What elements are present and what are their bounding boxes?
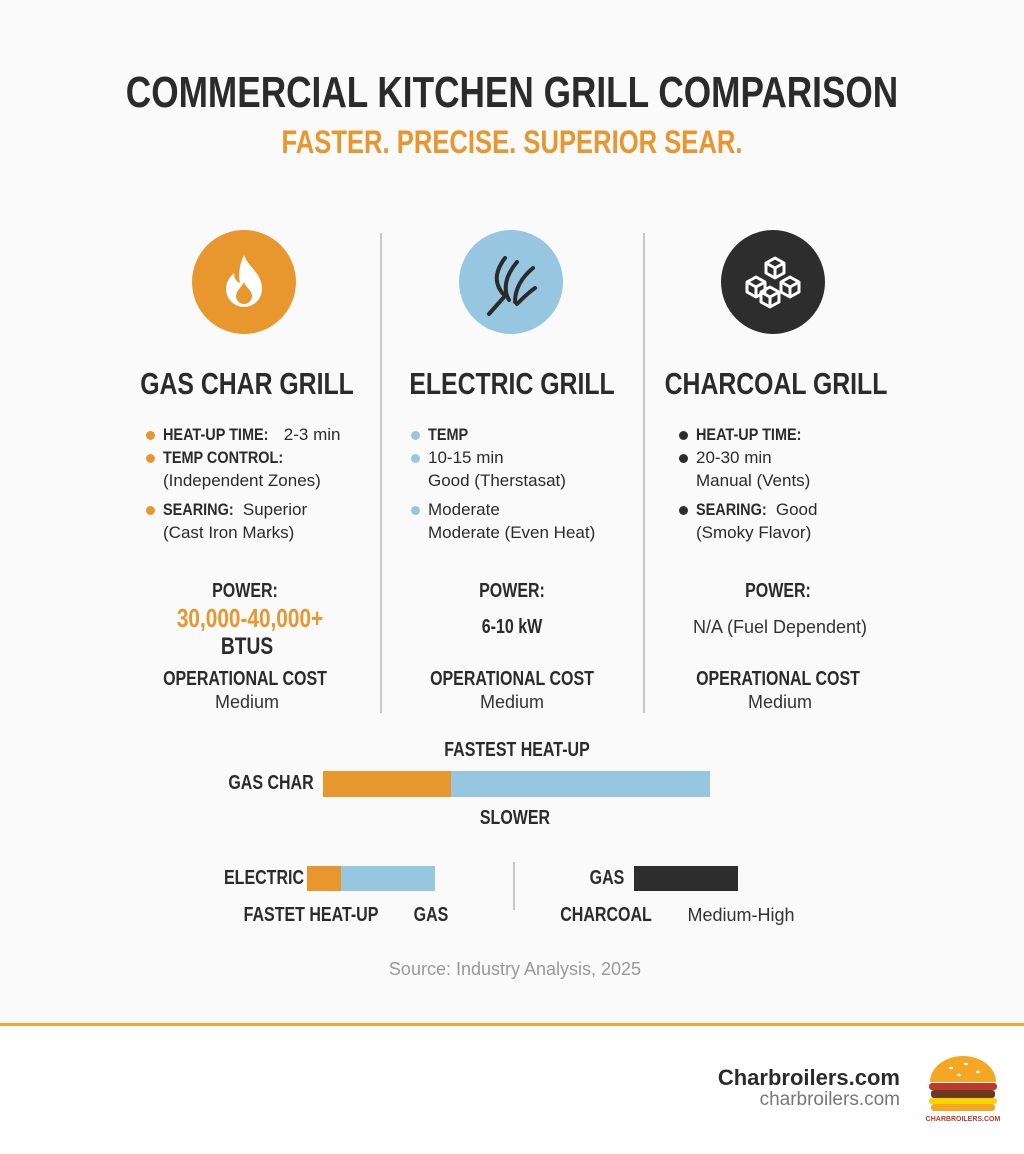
comparison-label: GAS CHAR [228, 772, 314, 794]
title: COMMERCIAL KITCHEN GRILL COMPARISON [125, 68, 899, 117]
charcoal-icon [721, 230, 825, 334]
bullet-note: Manual (Vents) [696, 471, 811, 490]
power-label: POWER: [745, 580, 811, 602]
cost-value: Medium [479, 692, 545, 712]
bullet: Moderate [411, 498, 595, 521]
bullet: TEMP CONTROL: [146, 446, 340, 469]
col-wrap: CHARCOAL GRILL [637, 366, 915, 402]
comparison-caption: Medium-High [687, 905, 795, 925]
bullet-text: 2-3 min [283, 425, 341, 444]
comparison-caption: FASTET HEAT-UP [243, 904, 379, 926]
bullet-label: HEAT-UP TIME: [163, 425, 269, 444]
logo-text: CHARBROILERS.COM [925, 1116, 1001, 1123]
wrap: FASTEST HEAT-UP [426, 739, 608, 762]
bullet-label: TEMP CONTROL: [163, 448, 284, 467]
wrap: CHARCOAL [549, 904, 663, 927]
power-value: 6-10 kW [481, 616, 543, 638]
comparison-label: FASTEST HEAT-UP [444, 739, 590, 761]
bullet: 20-30 min [679, 446, 817, 469]
wrap: 6-10 kW [474, 616, 550, 639]
bullet: TEMP [411, 423, 595, 446]
wrap: OPERATIONAL COST [410, 668, 615, 691]
bullet-text: Moderate [428, 500, 500, 519]
wrap: POWER: [471, 580, 553, 603]
bullet-text: 20-30 min [696, 448, 772, 467]
power-unit: BTUS [220, 633, 274, 660]
bullet-text: Good [775, 500, 818, 519]
comparison-label: SLOWER [479, 807, 551, 829]
bullet-label: SEARING: [163, 500, 234, 519]
bullet-label: TEMP [428, 425, 469, 444]
wrap: 30,000-40,000+ [159, 603, 342, 634]
col-wrap: GAS CHAR GRILL [114, 366, 381, 402]
power-value: 30,000-40,000+ [176, 603, 324, 633]
url: charbroilers.com [759, 1089, 900, 1110]
bullets: TEMP 10-15 min Good (Therstasat) Moderat… [411, 423, 595, 544]
footer [0, 1026, 1024, 1154]
wrap: OPERATIONAL COST [143, 668, 348, 691]
bullets: HEAT-UP TIME: 2-3 min TEMP CONTROL: (Ind… [146, 423, 340, 544]
grill-name: GAS CHAR GRILL [140, 366, 354, 401]
electric-icon [459, 230, 563, 334]
bar-segment [341, 866, 435, 891]
bar-segment [307, 866, 341, 891]
bullet: 10-15 min [411, 446, 595, 469]
bullet-text: Superior [242, 500, 308, 519]
bullet: SEARING: Good [679, 498, 817, 521]
divider [513, 862, 515, 910]
grill-name: ELECTRIC GRILL [409, 366, 615, 401]
power-label: POWER: [212, 580, 278, 602]
wrap: SLOWER [471, 807, 559, 830]
cost-label: OPERATIONAL COST [696, 668, 860, 690]
wrap: GAS CHAR [218, 772, 325, 795]
source: Source: Industry Analysis, 2025 [388, 959, 642, 979]
cost-label: OPERATIONAL COST [163, 668, 327, 690]
bar-segment [634, 866, 738, 891]
wrap: FASTET HEAT-UP [227, 904, 396, 927]
comparison-caption: GAS [413, 904, 449, 926]
bullet-text: 10-15 min [428, 448, 504, 467]
bar-segment [323, 771, 451, 797]
bullet-note: (Cast Iron Marks) [163, 523, 295, 542]
wrap: BTUS [214, 633, 279, 661]
subtitle-wrap: FASTER. PRECISE. SUPERIOR SEAR. [224, 124, 800, 161]
comparison-label: ELECTRIC [224, 867, 304, 889]
bullet-note: (Independent Zones) [163, 471, 321, 490]
comparison-label: GAS [589, 867, 625, 889]
bullet-note: Moderate (Even Heat) [428, 523, 596, 542]
brand: Charbroilers.com [717, 1065, 900, 1090]
bullet: HEAT-UP TIME: [679, 423, 817, 446]
bullet-label: SEARING: [696, 500, 767, 519]
cost-value: Medium [214, 692, 280, 712]
wrap: POWER: [737, 580, 819, 603]
bullet-note: Good (Therstasat) [428, 471, 566, 490]
wrap: OPERATIONAL COST [676, 668, 881, 691]
logo [929, 1056, 997, 1111]
subtitle: FASTER. PRECISE. SUPERIOR SEAR. [281, 124, 743, 160]
divider [380, 233, 382, 713]
power-value: N/A (Fuel Dependent) [692, 617, 868, 637]
bullet-note: (Smoky Flavor) [696, 523, 812, 542]
title-wrap: COMMERCIAL KITCHEN GRILL COMPARISON [29, 68, 995, 118]
bullet: HEAT-UP TIME: 2-3 min [146, 423, 340, 446]
bullet: SEARING: Superior [146, 498, 340, 521]
col-wrap: ELECTRIC GRILL [384, 366, 641, 402]
bullet-label: HEAT-UP TIME: [696, 425, 802, 444]
grill-name: CHARCOAL GRILL [664, 366, 888, 401]
gas-icon [192, 230, 296, 334]
cost-value: Medium [747, 692, 813, 712]
comparison-caption: CHARCOAL [560, 904, 652, 926]
bullets: HEAT-UP TIME: 20-30 min Manual (Vents) S… [679, 423, 817, 544]
cost-label: OPERATIONAL COST [430, 668, 594, 690]
power-label: POWER: [479, 580, 545, 602]
wrap: GAS [409, 904, 452, 927]
rule [0, 1023, 1024, 1026]
wrap: ELECTRIC [214, 867, 314, 890]
wrap: POWER: [204, 580, 286, 603]
wrap: GAS [585, 867, 628, 890]
divider [643, 233, 645, 713]
bar-segment [451, 771, 710, 797]
